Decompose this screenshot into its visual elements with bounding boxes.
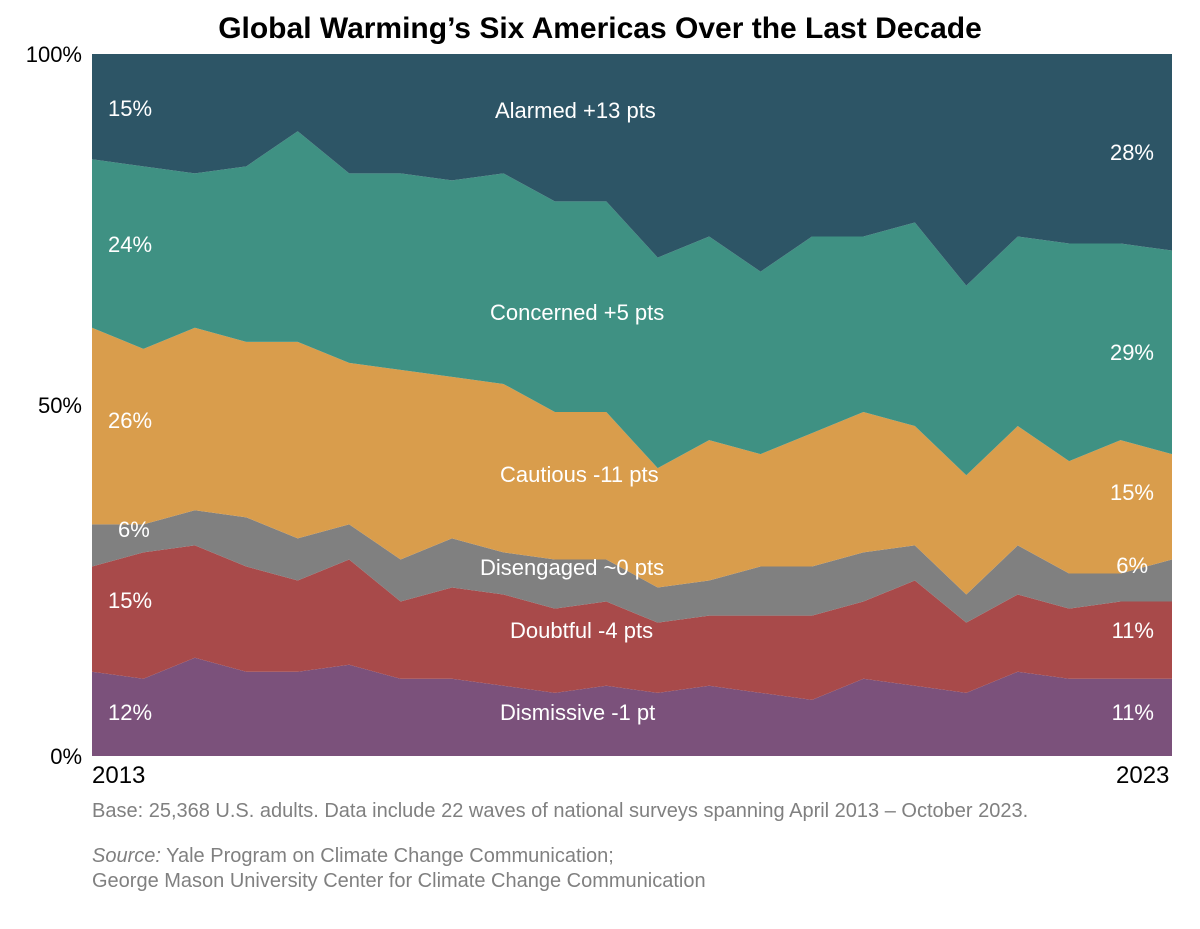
series-label-alarmed: Alarmed +13 pts	[495, 98, 656, 124]
end-pct-disengaged: 6%	[1116, 553, 1148, 579]
end-pct-dismissive: 11%	[1112, 700, 1154, 726]
series-label-dismissive: Dismissive -1 pt	[500, 700, 655, 726]
source-line-1: Yale Program on Climate Change Communica…	[161, 845, 614, 867]
end-pct-alarmed: 28%	[1110, 140, 1154, 166]
series-label-concerned: Concerned +5 pts	[490, 300, 664, 326]
series-label-cautious: Cautious -11 pts	[500, 462, 659, 488]
series-label-disengaged: Disengaged ~0 pts	[480, 555, 664, 581]
start-pct-cautious: 26%	[108, 408, 152, 434]
chart-note: Base: 25,368 U.S. adults. Data include 2…	[92, 800, 1028, 823]
chart-page: { "chart": { "type": "stacked-area-100",…	[0, 0, 1200, 929]
end-pct-concerned: 29%	[1110, 340, 1154, 366]
y-tick-50: 50%	[0, 393, 82, 419]
end-pct-doubtful: 11%	[1112, 618, 1154, 644]
x-tick-end: 2023	[1116, 762, 1169, 790]
x-tick-start: 2013	[92, 762, 145, 790]
start-pct-disengaged: 6%	[118, 517, 150, 543]
y-tick-100: 100%	[0, 42, 82, 68]
source-line-2: George Mason University Center for Clima…	[92, 870, 706, 892]
chart-title: Global Warming’s Six Americas Over the L…	[0, 12, 1200, 46]
chart-source: Source: Yale Program on Climate Change C…	[92, 844, 706, 894]
start-pct-concerned: 24%	[108, 232, 152, 258]
start-pct-alarmed: 15%	[108, 96, 152, 122]
start-pct-dismissive: 12%	[108, 700, 152, 726]
start-pct-doubtful: 15%	[108, 588, 152, 614]
series-label-doubtful: Doubtful -4 pts	[510, 618, 653, 644]
end-pct-cautious: 15%	[1110, 480, 1154, 506]
stacked-area-plot	[92, 54, 1172, 756]
source-prefix: Source:	[92, 845, 161, 867]
y-tick-0: 0%	[0, 744, 82, 770]
